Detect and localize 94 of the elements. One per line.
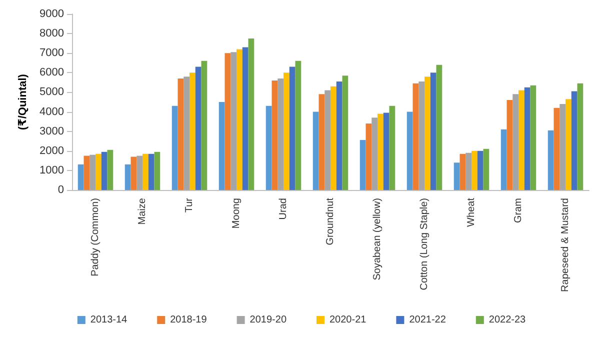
bar [366,124,372,190]
x-tick-label: Maize [137,198,148,225]
bar [383,112,390,190]
y-tick-label: 6000 [40,66,64,79]
bar [412,83,419,190]
bar [142,154,148,190]
bar [124,164,131,190]
bar [506,100,513,190]
bar [472,150,478,190]
bar [312,112,319,190]
bar [236,49,242,190]
legend-label: 2021-22 [409,314,446,326]
bar [406,112,413,190]
bar [242,47,248,190]
bar [184,76,190,190]
bar [284,72,290,190]
legend-label: 2018-19 [170,314,208,326]
bar [360,140,366,190]
y-tick-label: 3000 [40,125,64,138]
legend-label: 2019-20 [250,314,287,326]
bar [436,64,442,190]
bar [84,156,90,190]
bar [178,78,184,190]
x-tick-label: Urad [278,198,289,220]
x-tick-label: Rapeseed & Mustard [560,198,571,292]
bar [378,114,384,190]
y-tick-label: 7000 [40,47,64,60]
bar [530,85,536,190]
x-tick-label: Gram [513,198,524,223]
x-tick-label: Moong [231,198,242,229]
bar [524,87,530,190]
bar [78,164,84,190]
legend-label: 2022-23 [488,314,526,326]
bar [466,152,472,190]
bar [318,94,325,190]
x-tick-label: Cotton (Long Staple) [419,198,430,290]
bar [272,80,278,190]
bar [430,72,436,190]
bar [477,150,484,190]
bar [248,38,254,190]
bar [577,83,584,190]
bar [571,91,578,190]
bar [566,99,572,190]
bar [389,106,396,190]
bar [483,148,490,190]
bar [424,76,430,190]
bar [278,78,284,190]
bar [96,154,102,190]
x-tick-label: Soyabean (yellow) [372,198,383,280]
bar [190,72,196,190]
legend-label: 2020-21 [330,314,367,326]
y-tick-label: 9000 [40,8,64,20]
legend-label: 2013-14 [90,314,128,326]
bar [266,106,272,190]
x-tick-label: Tur [184,197,195,213]
bar [101,152,108,190]
bar [195,66,202,190]
bar [512,94,518,190]
bar [500,129,507,190]
bar [372,118,378,190]
y-tick-label: 0 [58,184,64,196]
bar [295,60,302,190]
bar [154,152,160,190]
x-tick-label: Wheat [466,198,477,227]
y-tick-label: 1000 [40,164,64,176]
bar [454,162,460,190]
y-tick-label: 5000 [40,86,64,98]
bar [289,66,296,190]
bar [342,76,348,190]
bar [560,104,566,190]
y-tick-label: 4000 [40,106,64,118]
bar [148,154,154,190]
bar [107,150,114,190]
bar [548,130,554,190]
y-axis-title: (₹/Quintal) [17,74,30,130]
bar [218,102,225,190]
bar [336,81,342,190]
bar [518,90,524,190]
y-tick-label: 8000 [40,28,64,40]
bar [224,53,231,190]
bar [554,108,560,190]
bar [136,156,142,190]
y-tick-label: 2000 [40,144,64,157]
bar [460,154,466,190]
x-tick-label: Paddy (Common) [90,198,101,276]
bar [90,154,96,190]
bar [324,90,330,190]
bar [330,86,336,190]
bar [230,52,236,190]
bar [418,81,424,190]
bar [201,60,208,190]
x-tick-label: Groundnut [325,198,336,246]
bar [172,106,178,190]
bar [130,156,137,190]
